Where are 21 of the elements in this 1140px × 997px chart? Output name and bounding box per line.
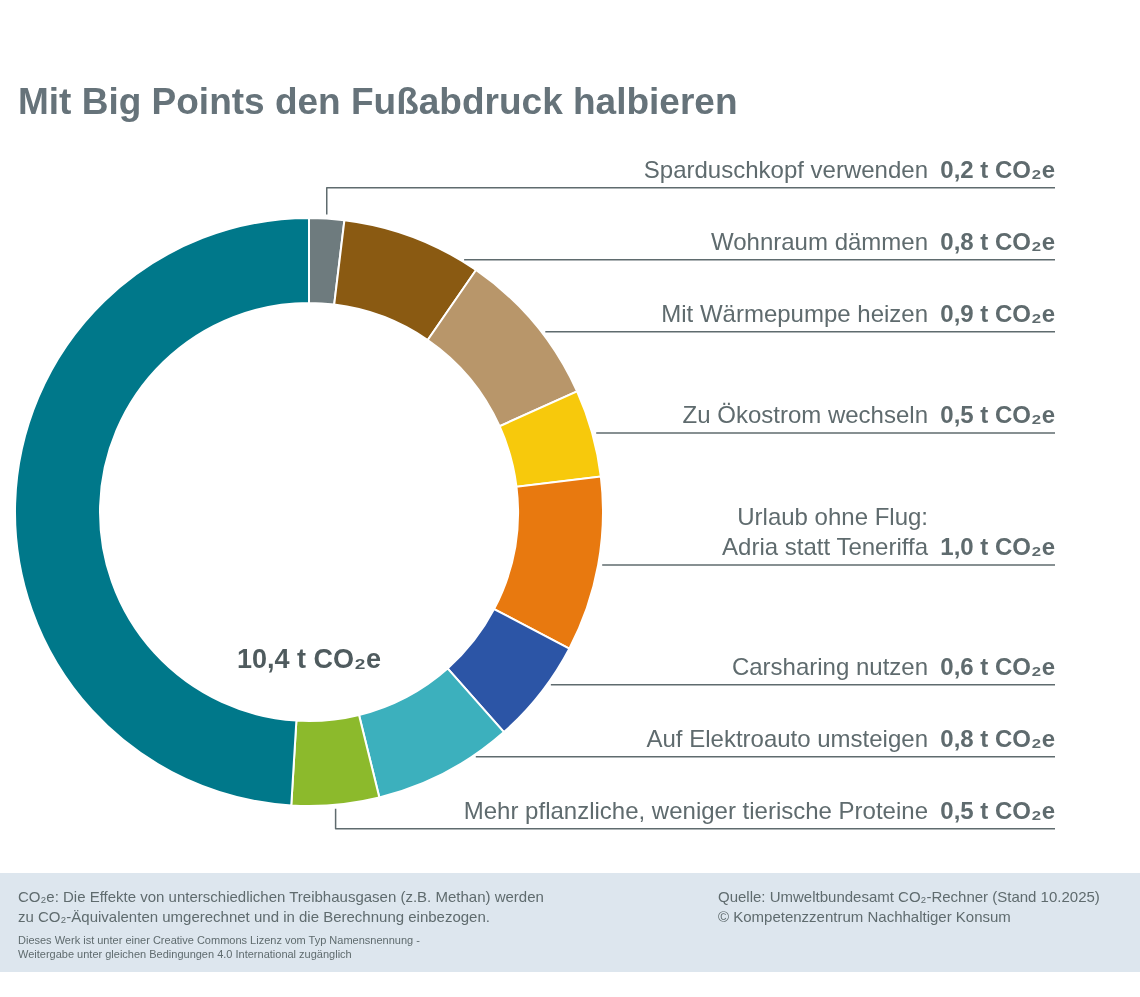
text: CO₂e: Die Effekte von unterschiedlichen Treibhausgasen (z.B. Methan) werden zu CO₂-Äquivalenten umgerechnet und in die Berechnung einbezogen. [18,888,544,925]
source-note: Quelle: Umweltbundesamt CO₂-Rechner (Stand 10.2025) © Kompetenzzentrum Nachhaltiger Konsum [718,888,1100,925]
slice-label: Zu Ökostrom wechseln [682,401,928,429]
slice-label: Carsharing nutzen [731,652,928,680]
slice-label: Mehr pflanzliche, weniger tierische Proteine [463,796,928,824]
data-label: 0,5 t CO₂e [940,401,1055,429]
data-label: 1,0 t CO₂e [940,532,1055,560]
slice-label: Mit Wärmepumpe heizen [661,299,928,327]
data-label: 0,2 t CO₂e [940,155,1055,183]
slice-label: Wohnraum dämmen [711,227,928,255]
data-label: 0,8 t CO₂e [940,724,1055,752]
data-label: 0,6 t CO₂e [940,652,1055,680]
data-label: 0,8 t CO₂e [940,227,1055,255]
chart-title: Mit Big Points den Fußabdruck halbieren [18,81,738,122]
slice-label: Urlaub ohne Flug: Adria statt Teneriffa [722,502,929,560]
data-label: 0,5 t CO₂e [940,796,1055,824]
data-label: 0,9 t CO₂e [940,299,1055,327]
text: 10,4 t CO₂e [236,644,382,674]
slice-label: Auf Elektroauto umsteigen [646,724,928,752]
slice-label: Sparduschkopf verwenden [643,155,928,183]
text: Dieses Werk ist unter einer Creative Commons Lizenz vom Typ Namensnennung - Weitergabe unter gleichen Bedingungen 4.0 International zugänglich [18,934,421,960]
